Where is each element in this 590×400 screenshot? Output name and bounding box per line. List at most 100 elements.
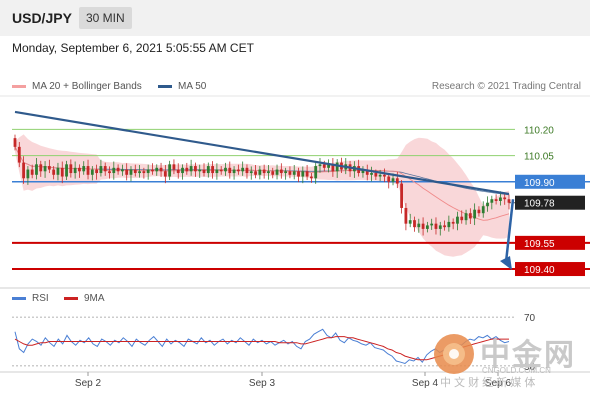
chart-datetime: Monday, September 6, 2021 5:05:55 AM CET [12, 41, 254, 55]
candle-body [473, 209, 477, 219]
timeframe-badge[interactable]: 30 MIN [79, 7, 132, 29]
candle-body [146, 169, 150, 174]
candle-body [447, 221, 451, 228]
time-tick-label: Sep 3 [249, 378, 276, 389]
rsi-swatch [12, 297, 26, 300]
candle-body [194, 166, 197, 172]
candle-body [215, 169, 219, 174]
candle-body [314, 166, 318, 179]
candle-body [43, 166, 47, 172]
candle-body [17, 146, 21, 163]
candle-body [468, 213, 472, 219]
candle-body [404, 207, 408, 224]
candle-body [219, 169, 223, 172]
symbol-title: USD/JPY [12, 10, 72, 26]
candle-body [275, 169, 279, 175]
candle-body [417, 223, 421, 228]
candle-body [206, 166, 210, 174]
candle-body [47, 166, 51, 170]
legend-ma20: MA 20 + Bollinger Bands [12, 81, 142, 92]
watermark: 中金网 CNGOLD.COM.CN 中 文 财 经 新 媒 体 [432, 328, 582, 390]
candle-body [292, 171, 296, 175]
candle-body [90, 169, 94, 175]
research-credit: Research © 2021 Trading Central [431, 81, 581, 92]
candle-body [395, 178, 399, 184]
candle-body [120, 169, 124, 172]
candle-body [310, 176, 313, 179]
candle-body [249, 171, 253, 174]
level-label-110.05: 110.05 [524, 152, 554, 163]
level-label-bg-109.78 [515, 195, 585, 210]
candle-body [95, 169, 99, 174]
level-label-110.20: 110.20 [524, 125, 554, 136]
candle-body [438, 225, 442, 229]
candle-body [65, 164, 68, 177]
candle-body [241, 167, 245, 172]
rsi-ma-line [14, 336, 509, 361]
candle-body [443, 225, 446, 228]
candle-body [421, 223, 425, 229]
candle-body [262, 169, 266, 174]
watermark-url: CNGOLD.COM.CN [482, 366, 551, 375]
candle-body [413, 220, 416, 228]
candle-body [60, 167, 64, 177]
candle-body [451, 221, 455, 224]
candle-body [425, 225, 429, 229]
candle-body [245, 167, 249, 174]
candle-body [331, 164, 335, 172]
watermark-brand: 中金网 [480, 339, 576, 372]
level-label-109.90: 109.90 [524, 178, 555, 189]
level-label-bg-109.55 [515, 235, 585, 250]
candle-body [198, 169, 202, 172]
candle-body [112, 167, 116, 174]
ma20-label: MA 20 + Bollinger Bands [32, 81, 142, 92]
candle-body [301, 171, 305, 177]
9ma-swatch [64, 297, 78, 300]
candle-body [181, 167, 184, 174]
candle-body [151, 169, 154, 172]
candle-body [82, 166, 86, 172]
legend-rsi: RSI [12, 293, 49, 304]
legend-ma50: MA 50 [158, 81, 206, 92]
candle-body [267, 171, 270, 174]
forecast-arrow-shaft [504, 199, 515, 263]
candle-body [35, 164, 38, 175]
chart-header-bar: USD/JPY 30 MIN [0, 0, 590, 36]
candle-body [159, 167, 163, 172]
rsi-level-label-70: 70 [524, 313, 536, 324]
candle-body [490, 199, 494, 203]
candle-body [26, 169, 30, 179]
candle-body [374, 173, 378, 177]
level-label-109.40: 109.40 [524, 265, 555, 276]
candle-body [163, 171, 167, 177]
forecast-arrow-head [500, 256, 512, 271]
candle-body [108, 171, 111, 174]
rsi-level-label-30: 30 [524, 362, 536, 373]
candle-body [297, 171, 300, 177]
candle-body [138, 171, 141, 174]
candle-body [211, 166, 214, 174]
candle-body [236, 169, 240, 172]
candle-body [39, 164, 43, 172]
candle-body [288, 171, 292, 175]
trendline [14, 110, 510, 196]
level-label-109.55: 109.55 [524, 239, 555, 250]
legend-9ma: 9MA [64, 293, 105, 304]
candle-body [400, 183, 404, 208]
candle-body [202, 169, 206, 174]
candle-body [228, 167, 232, 174]
candle-body [133, 169, 137, 174]
ma20-swatch [12, 85, 26, 88]
candle-body [477, 209, 481, 214]
candle-body [129, 169, 133, 175]
candle-body [383, 174, 386, 177]
candle-body [494, 199, 498, 201]
candle-body [284, 171, 288, 174]
level-label-109.78: 109.78 [524, 199, 555, 210]
candle-body [116, 167, 120, 172]
candle-body [185, 167, 189, 172]
candle-body [30, 169, 34, 175]
level-label-bg-109.90 [515, 174, 585, 189]
candle-body [481, 206, 485, 214]
bollinger-band-area [15, 134, 509, 257]
